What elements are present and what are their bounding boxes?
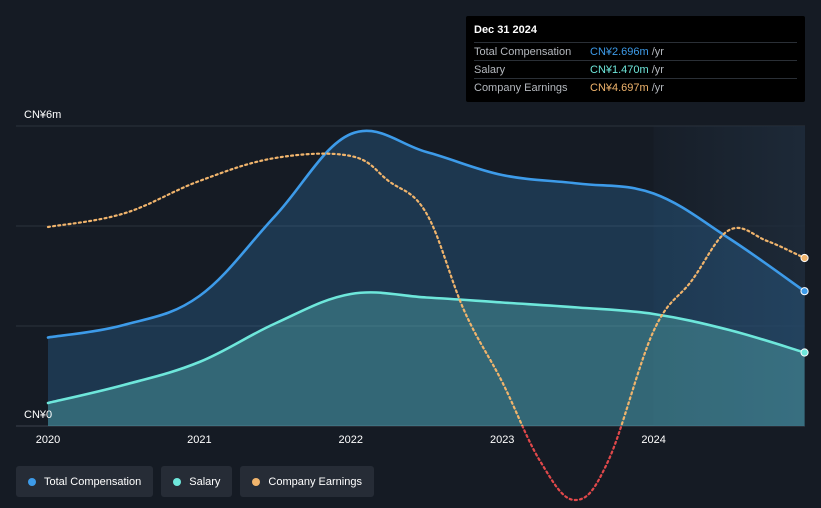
forecast-region [653, 126, 805, 426]
tooltip-value: CN¥2.696m [590, 45, 649, 58]
legend-item-total-compensation[interactable]: Total Compensation [16, 466, 154, 497]
y-tick-label: CN¥0 [24, 409, 52, 421]
legend: Total Compensation Salary Company Earnin… [16, 466, 374, 497]
total-compensation-area [48, 130, 805, 426]
legend-item-salary[interactable]: Salary [161, 466, 233, 497]
tooltip-label: Total Compensation [474, 45, 572, 58]
legend-dot-icon [173, 477, 182, 486]
area-layer [48, 130, 805, 426]
tooltip-value: CN¥4.697m [590, 81, 649, 94]
company-earnings-line [46, 152, 806, 426]
x-tick-label: 2023 [490, 434, 514, 446]
tooltip-unit: /yr [651, 81, 664, 94]
tooltip-label: Salary [474, 63, 506, 76]
legend-dot-icon [252, 477, 261, 486]
y-tick-label: CN¥6m [24, 109, 61, 121]
total-compensation-end-marker [800, 287, 809, 296]
axis-labels: 2020 2021 2022 2023 2024 CN¥0 CN¥6m [24, 109, 666, 446]
legend-label: Company Earnings [268, 475, 362, 488]
salary-end-marker [800, 348, 809, 357]
x-tick-label: 2021 [187, 434, 211, 446]
tooltip-date: Dec 31 2024 [474, 24, 537, 36]
tooltip-row-salary: Salary CN¥1.470m /yr [474, 60, 797, 78]
x-tick-label: 2020 [36, 434, 60, 446]
line-layer [46, 129, 806, 502]
tooltip-unit: /yr [651, 63, 664, 76]
x-tick-label: 2024 [641, 434, 665, 446]
salary-area [48, 292, 805, 426]
tooltip-unit: /yr [651, 45, 664, 58]
salary-line [46, 291, 806, 405]
end-markers [800, 253, 809, 357]
tooltip-row-total: Total Compensation CN¥2.696m /yr [474, 42, 797, 60]
legend-dot-icon [28, 477, 36, 486]
tooltip-panel: Dec 31 2024 Total Compensation CN¥2.696m… [466, 16, 805, 102]
legend-item-company-earnings[interactable]: Company Earnings [240, 466, 374, 497]
legend-label: Salary [189, 475, 221, 488]
tooltip-row-earnings: Company Earnings CN¥4.697m /yr [474, 78, 797, 96]
tooltip-value: CN¥1.470m [590, 63, 649, 76]
company-earnings-end-marker [800, 253, 809, 263]
tooltip-label: Company Earnings [474, 81, 568, 94]
legend-label: Total Compensation [44, 475, 142, 488]
x-tick-label: 2022 [339, 434, 363, 446]
total-compensation-line [46, 129, 806, 339]
